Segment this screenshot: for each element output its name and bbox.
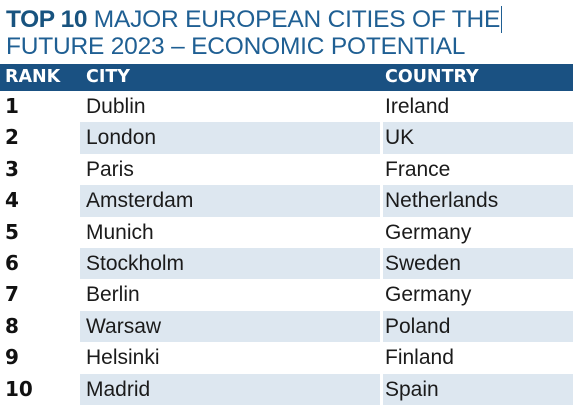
country-cell: Germany xyxy=(385,283,472,307)
rank-cell: 1 xyxy=(5,94,19,118)
table-row: 2 London UK xyxy=(0,122,573,154)
row-shade xyxy=(80,185,380,217)
table-row: 10 Madrid Spain xyxy=(0,373,573,405)
table-row: 8 Warsaw Poland xyxy=(0,310,573,343)
header-country: COUNTRY xyxy=(385,67,479,87)
city-cell: Dublin xyxy=(86,95,146,118)
country-cell: Netherlands xyxy=(385,189,499,213)
country-cell: UK xyxy=(385,126,415,150)
row-shade xyxy=(80,310,380,343)
table-row: 7 Berlin Germany xyxy=(0,279,573,310)
row-shade xyxy=(383,310,573,343)
row-shade xyxy=(383,122,573,154)
city-cell: Berlin xyxy=(86,283,140,307)
header-city: CITY xyxy=(86,67,130,87)
row-shade xyxy=(383,185,573,217)
table-row: 6 Stockholm Sweden xyxy=(0,247,573,280)
text-cursor xyxy=(501,6,503,33)
table-row: 9 Helsinki Finland xyxy=(0,342,573,373)
header-rank: RANK xyxy=(5,67,61,87)
country-cell: Spain xyxy=(385,377,439,401)
row-shade xyxy=(383,247,573,280)
rank-cell: 8 xyxy=(5,313,19,338)
city-cell: Warsaw xyxy=(86,314,162,338)
city-cell: Madrid xyxy=(86,377,151,401)
row-shade xyxy=(80,373,380,405)
rank-cell: 7 xyxy=(5,282,19,307)
country-cell: Finland xyxy=(385,346,454,370)
row-shade xyxy=(383,373,573,405)
title-line-2: FUTURE 2023 – ECONOMIC POTENTIAL xyxy=(6,33,466,60)
table-row: 1 Dublin Ireland xyxy=(0,91,573,122)
city-cell: Paris xyxy=(86,157,134,181)
rank-cell: 5 xyxy=(5,219,19,244)
row-shade xyxy=(80,247,380,280)
rank-cell: 6 xyxy=(5,250,19,275)
city-cell: Munich xyxy=(86,220,154,244)
rank-cell: 3 xyxy=(5,156,19,181)
city-cell: London xyxy=(86,126,157,150)
rank-cell: 9 xyxy=(5,345,19,370)
table-header: RANK CITY COUNTRY xyxy=(0,64,573,91)
title-line-1: MAJOR EUROPEAN CITIES OF THE xyxy=(93,6,501,33)
country-cell: Poland xyxy=(385,314,451,338)
city-cell: Stockholm xyxy=(86,251,185,275)
table-row: 3 Paris France xyxy=(0,154,573,185)
country-cell: Ireland xyxy=(385,95,450,118)
country-cell: Sweden xyxy=(385,251,461,275)
table-row: 4 Amsterdam Netherlands xyxy=(0,185,573,217)
country-cell: France xyxy=(385,157,451,181)
table-row: 5 Munich Germany xyxy=(0,217,573,248)
rank-cell: 10 xyxy=(5,376,33,401)
country-cell: Germany xyxy=(385,220,472,244)
page-title: TOP 10 MAJOR EUROPEAN CITIES OF THE FUTU… xyxy=(6,6,566,60)
rank-cell: 4 xyxy=(5,188,19,213)
row-shade xyxy=(80,122,380,154)
city-cell: Amsterdam xyxy=(86,189,194,213)
city-cell: Helsinki xyxy=(86,346,160,370)
title-top-10: TOP 10 xyxy=(6,6,88,33)
rankings-table: RANK CITY COUNTRY 1 Dublin Ireland 2 Lon… xyxy=(0,64,573,405)
rank-cell: 2 xyxy=(5,125,19,150)
